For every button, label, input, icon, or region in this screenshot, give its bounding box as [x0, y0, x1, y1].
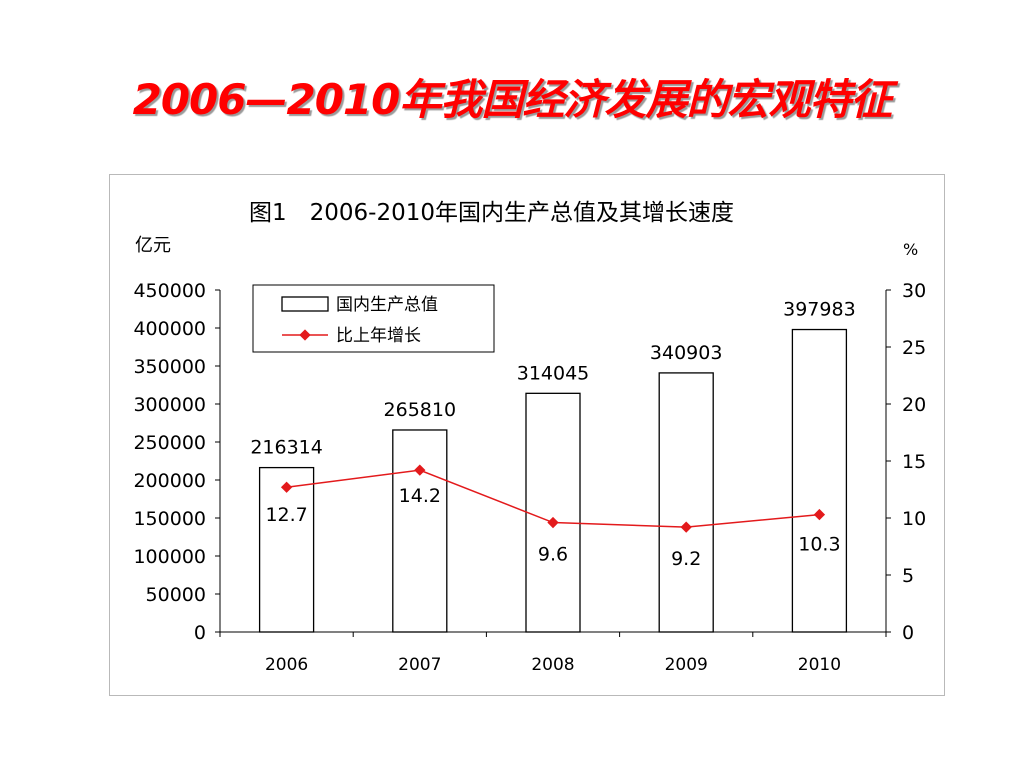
chart-title: 图1 2006-2010年国内生产总值及其增长速度: [249, 200, 734, 226]
right-tick-label: 15: [902, 451, 926, 473]
growth-value-label: 9.2: [671, 548, 701, 570]
bar-value-label: 397983: [783, 299, 856, 321]
bar: [258, 466, 315, 633]
bar: [658, 372, 714, 633]
right-tick-label: 25: [902, 337, 926, 359]
right-axis-unit: %: [903, 240, 918, 259]
x-tick-label: 2006: [265, 655, 308, 675]
right-tick-label: 10: [902, 508, 926, 530]
bar: [525, 392, 581, 633]
growth-value-label: 12.7: [265, 504, 307, 526]
left-tick-label: 50000: [146, 584, 206, 606]
legend-bar-label: 国内生产总值: [336, 295, 438, 315]
bar-value-label: 216314: [250, 437, 323, 459]
growth-marker: [680, 521, 692, 533]
left-tick-label: 250000: [133, 432, 206, 454]
growth-marker: [813, 508, 826, 521]
legend-box: [252, 284, 495, 353]
left-axis-unit: 亿元: [135, 235, 171, 256]
left-tick-label: 200000: [133, 470, 206, 492]
left-tick-label: 150000: [133, 508, 206, 530]
legend-line-marker: [299, 329, 311, 341]
growth-marker: [414, 464, 426, 476]
x-tick-label: 2007: [398, 655, 441, 675]
bar-value-label: 265810: [384, 399, 457, 421]
x-tick-label: 2008: [531, 655, 574, 675]
x-tick-label: 2010: [798, 655, 841, 675]
growth-marker: [547, 516, 559, 529]
left-tick-label: 350000: [133, 356, 206, 378]
gdp-chart: 图1 2006-2010年国内生产总值及其增长速度 亿元 % 050000100…: [133, 200, 926, 675]
legend-bar-swatch: [281, 296, 329, 312]
right-tick-label: 20: [902, 394, 926, 416]
legend-line-label: 比上年增长: [336, 326, 421, 346]
right-tick-label: 5: [902, 565, 914, 587]
bar: [791, 328, 848, 633]
bar: [392, 429, 448, 633]
left-tick-label: 300000: [133, 394, 206, 416]
chart-frame: 图1 2006-2010年国内生产总值及其增长速度 亿元 % 0 50000 100…: [109, 174, 945, 696]
growth-value-label: 14.2: [399, 485, 441, 507]
bar-value-label: 314045: [517, 362, 590, 384]
right-tick-label: 30: [902, 280, 926, 302]
bar-value-label: 340903: [650, 342, 723, 364]
growth-value-label: 9.6: [538, 544, 568, 566]
growth-value-label: 10.3: [798, 534, 840, 556]
left-tick-label: 100000: [133, 546, 206, 568]
right-tick-label: 0: [902, 622, 914, 644]
left-tick-label: 450000: [133, 280, 206, 302]
growth-marker: [280, 481, 293, 493]
left-tick-label: 400000: [133, 318, 206, 340]
x-tick-label: 2009: [665, 655, 708, 675]
left-tick-label: 0: [194, 622, 206, 644]
slide-title: 2006—2010年我国经济发展的宏观特征: [132, 75, 893, 124]
